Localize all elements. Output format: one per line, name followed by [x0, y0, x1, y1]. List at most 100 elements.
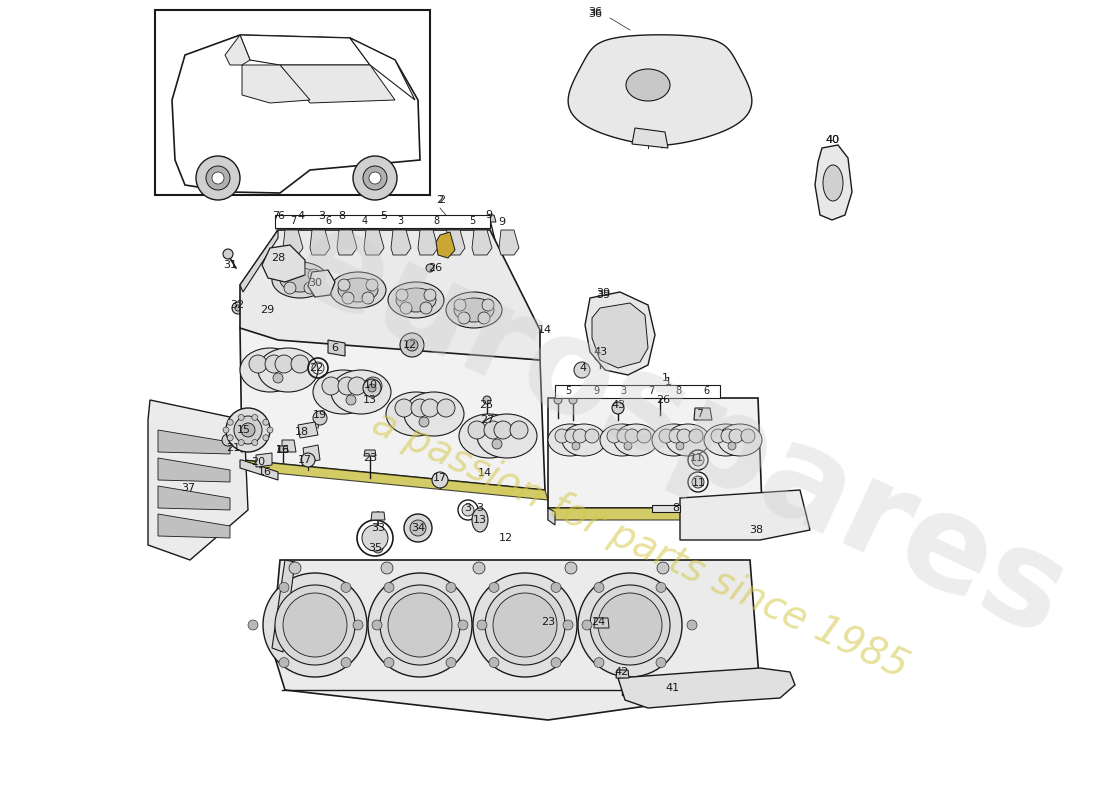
Polygon shape [548, 508, 556, 525]
Circle shape [692, 476, 704, 488]
Circle shape [263, 300, 273, 310]
Text: 3: 3 [464, 503, 472, 513]
Circle shape [582, 620, 592, 630]
Circle shape [396, 289, 408, 301]
Circle shape [368, 573, 472, 677]
Ellipse shape [396, 288, 436, 312]
Circle shape [424, 289, 436, 301]
Circle shape [384, 658, 394, 667]
Text: 13: 13 [363, 395, 377, 405]
Text: 14: 14 [477, 468, 492, 478]
Text: 35: 35 [368, 543, 382, 553]
Polygon shape [283, 230, 302, 255]
Circle shape [617, 429, 631, 443]
Circle shape [485, 585, 565, 665]
Circle shape [625, 429, 639, 443]
Ellipse shape [562, 424, 606, 456]
Circle shape [410, 520, 426, 536]
Circle shape [206, 166, 230, 190]
Ellipse shape [240, 348, 300, 392]
Ellipse shape [258, 348, 318, 392]
Circle shape [551, 658, 561, 667]
Circle shape [212, 172, 224, 184]
Ellipse shape [823, 165, 843, 201]
Circle shape [228, 434, 233, 441]
Text: 40: 40 [826, 135, 840, 145]
Circle shape [484, 421, 502, 439]
Ellipse shape [330, 272, 386, 308]
Ellipse shape [386, 392, 446, 436]
Text: 21: 21 [226, 443, 240, 453]
Text: 6: 6 [326, 217, 332, 226]
Circle shape [657, 562, 669, 574]
Bar [556, 385, 720, 398]
Circle shape [607, 429, 621, 443]
Ellipse shape [388, 282, 444, 318]
Ellipse shape [446, 292, 502, 328]
Text: 17: 17 [433, 473, 447, 483]
Circle shape [624, 442, 632, 450]
Ellipse shape [477, 414, 537, 458]
Text: 16: 16 [258, 467, 272, 477]
Circle shape [381, 562, 393, 574]
Text: 6: 6 [703, 386, 710, 397]
Circle shape [368, 172, 381, 184]
Text: 4: 4 [580, 363, 586, 373]
Ellipse shape [666, 424, 710, 456]
Polygon shape [694, 408, 712, 420]
Polygon shape [680, 490, 810, 540]
Circle shape [353, 620, 363, 630]
Circle shape [490, 658, 499, 667]
Text: 3: 3 [397, 217, 404, 226]
Circle shape [362, 292, 374, 304]
Circle shape [432, 472, 448, 488]
Circle shape [411, 399, 429, 417]
Ellipse shape [314, 370, 373, 414]
Circle shape [554, 396, 562, 404]
Circle shape [373, 543, 383, 553]
Polygon shape [616, 670, 629, 678]
Circle shape [659, 429, 673, 443]
Circle shape [363, 379, 381, 397]
Circle shape [477, 620, 487, 630]
Text: 3: 3 [319, 211, 326, 221]
Circle shape [492, 439, 502, 449]
Circle shape [304, 282, 316, 294]
Polygon shape [364, 230, 384, 255]
Polygon shape [158, 486, 230, 510]
Text: 13: 13 [473, 515, 487, 525]
Circle shape [598, 593, 662, 657]
Circle shape [565, 429, 579, 443]
Circle shape [366, 279, 378, 291]
Circle shape [458, 620, 468, 630]
Text: 32: 32 [230, 300, 244, 310]
Text: 24: 24 [591, 617, 605, 627]
Ellipse shape [614, 424, 658, 456]
Polygon shape [371, 512, 385, 520]
Text: 34: 34 [411, 523, 425, 533]
Ellipse shape [626, 69, 670, 101]
Circle shape [585, 429, 600, 443]
Circle shape [289, 562, 301, 574]
Text: 26: 26 [656, 395, 670, 405]
Circle shape [669, 429, 683, 443]
Text: 40: 40 [826, 135, 840, 145]
Polygon shape [486, 215, 496, 222]
Circle shape [226, 408, 270, 452]
Circle shape [280, 269, 292, 281]
Polygon shape [262, 245, 305, 282]
Circle shape [308, 269, 320, 281]
Circle shape [656, 582, 666, 593]
Text: 2: 2 [439, 195, 446, 205]
Polygon shape [308, 270, 336, 297]
Text: 11: 11 [692, 478, 706, 488]
Text: 41: 41 [666, 683, 680, 693]
Polygon shape [280, 65, 395, 103]
Text: 8: 8 [433, 217, 439, 226]
Text: 7: 7 [273, 211, 279, 221]
Circle shape [510, 421, 528, 439]
Circle shape [223, 249, 233, 259]
Text: 23: 23 [363, 453, 377, 463]
Circle shape [234, 416, 262, 444]
Text: 36: 36 [588, 9, 602, 19]
